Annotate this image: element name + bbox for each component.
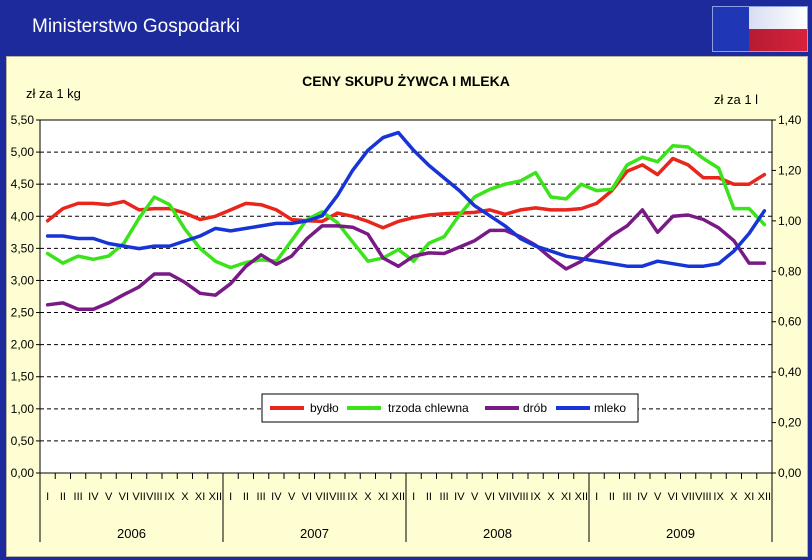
y-left-tick-label: 5,50 — [11, 113, 35, 127]
x-tick-label: V — [288, 491, 296, 503]
x-tick-label: VI — [485, 491, 495, 503]
x-tick-label: IX — [530, 491, 541, 503]
header-title: Ministerstwo Gospodarki — [32, 16, 241, 37]
year-label: 2009 — [666, 526, 695, 541]
y-right-tick-label: 1,20 — [778, 163, 802, 177]
y-axis-left-label: zł za 1 kg — [26, 86, 81, 101]
x-tick-label: XII — [209, 491, 222, 503]
x-tick-label: II — [60, 491, 66, 503]
x-tick-label: XII — [575, 491, 588, 503]
y-left-tick-label: 4,50 — [11, 177, 35, 191]
x-tick-label: III — [257, 491, 266, 503]
x-tick-label: XI — [561, 491, 571, 503]
flag-white-stripe — [749, 7, 807, 29]
y-left-tick-label: 2,00 — [11, 338, 35, 352]
chart-title: CENY SKUPU ŻYWCA I MLEKA — [302, 73, 510, 89]
x-tick-label: VI — [119, 491, 129, 503]
x-tick-label: XI — [195, 491, 205, 503]
x-tick-label: XII — [392, 491, 405, 503]
series-line-mleko — [45, 130, 767, 268]
x-tick-label: IV — [637, 491, 648, 503]
eu-flag-icon — [713, 7, 749, 51]
x-tick-label: V — [105, 491, 113, 503]
y-left-tick-label: 3,50 — [11, 241, 35, 255]
x-tick-label: XI — [378, 491, 388, 503]
x-tick-label: IV — [271, 491, 282, 503]
legend-label: bydło — [310, 401, 339, 415]
x-tick-label: VII — [498, 491, 511, 503]
x-tick-label: II — [426, 491, 432, 503]
year-label: 2007 — [300, 526, 329, 541]
x-tick-label: IV — [88, 491, 99, 503]
x-tick-label: IX — [164, 491, 175, 503]
y-left-tick-label: 4,00 — [11, 209, 35, 223]
x-tick-label: IX — [713, 491, 724, 503]
header-bar: Ministerstwo Gospodarki — [0, 0, 812, 54]
y-left-tick-label: 3,00 — [11, 273, 35, 287]
x-tick-label: XII — [758, 491, 771, 503]
y-right-tick-label: 0,60 — [778, 315, 802, 329]
x-tick-label: VII — [315, 491, 328, 503]
x-tick-label: I — [412, 491, 415, 503]
y-right-tick-label: 0,80 — [778, 264, 802, 278]
x-tick-label: VIII — [512, 491, 529, 503]
year-label: 2006 — [117, 526, 146, 541]
x-tick-label: V — [471, 491, 479, 503]
x-tick-label: VIII — [695, 491, 712, 503]
x-tick-label: X — [364, 491, 372, 503]
x-tick-label: II — [243, 491, 249, 503]
x-tick-label: I — [229, 491, 232, 503]
flag-logo — [712, 6, 808, 52]
y-left-tick-label: 1,00 — [11, 402, 35, 416]
x-tick-label: I — [595, 491, 598, 503]
y-right-tick-label: 1,40 — [778, 113, 802, 127]
y-left-tick-label: 2,50 — [11, 306, 35, 320]
series-line-trzoda chlewna — [45, 143, 767, 270]
x-tick-label: II — [609, 491, 615, 503]
x-tick-label: VI — [302, 491, 312, 503]
y-right-tick-label: 0,00 — [778, 466, 802, 480]
x-tick-label: VI — [668, 491, 678, 503]
series-line-bydło — [45, 156, 767, 230]
x-tick-label: VIII — [146, 491, 163, 503]
x-tick-label: III — [74, 491, 83, 503]
x-tick-label: VII — [681, 491, 694, 503]
x-tick-label: X — [547, 491, 555, 503]
y-left-tick-label: 1,50 — [11, 370, 35, 384]
y-left-tick-label: 5,00 — [11, 145, 35, 159]
x-tick-label: IX — [347, 491, 358, 503]
y-right-tick-label: 0,20 — [778, 416, 802, 430]
flag-red-stripe — [749, 29, 807, 51]
x-tick-label: IV — [454, 491, 465, 503]
x-tick-label: III — [623, 491, 632, 503]
x-tick-label: I — [46, 491, 49, 503]
x-tick-label: VIII — [329, 491, 346, 503]
x-tick-label: X — [730, 491, 738, 503]
y-left-tick-label: 0,00 — [11, 466, 35, 480]
x-tick-label: VII — [132, 491, 145, 503]
legend-label: trzoda chlewna — [388, 401, 469, 415]
x-tick-label: XI — [744, 491, 754, 503]
x-tick-label: III — [440, 491, 449, 503]
x-tick-label: V — [654, 491, 662, 503]
legend-label: drób — [523, 401, 547, 415]
x-tick-label: X — [181, 491, 189, 503]
series-line-drób — [45, 208, 767, 312]
y-right-tick-label: 1,00 — [778, 214, 802, 228]
y-right-tick-label: 0,40 — [778, 365, 802, 379]
year-label: 2008 — [483, 526, 512, 541]
legend-label: mleko — [594, 401, 626, 415]
y-left-tick-label: 0,50 — [11, 434, 35, 448]
y-axis-right-label: zł za 1 l — [714, 92, 758, 107]
